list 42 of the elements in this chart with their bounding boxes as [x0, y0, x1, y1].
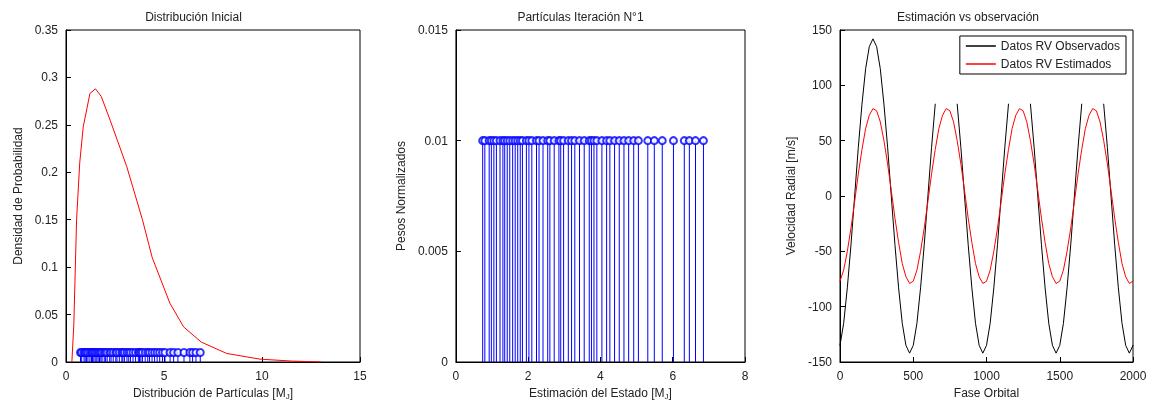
y-axis-title: Densidad de Probabilidad: [10, 127, 25, 265]
legend-label: Datos RV Estimados: [1000, 57, 1112, 71]
x-tick-label: 10: [255, 369, 269, 383]
y-tick-label: 0.005: [417, 244, 449, 259]
x-tick-label: 2: [524, 369, 532, 383]
y-tick-label: 0.35: [34, 23, 59, 37]
x-tick-label: 500: [903, 369, 924, 383]
y-tick-label: -100: [807, 299, 833, 314]
x-tick-label: 1000: [973, 369, 1001, 383]
y-axis-title: Velocidad Radial [m/s]: [784, 136, 799, 256]
chart-title: Partículas Iteración N°1: [517, 10, 644, 24]
y-tick-label: 0.3: [41, 70, 59, 85]
x-tick-label: 5: [160, 369, 168, 383]
y-tick-label: 0: [825, 189, 833, 203]
x-tick-label: 0: [836, 369, 844, 383]
legend-label: Datos RV Observados: [1000, 39, 1120, 53]
x-tick-label: 2000: [1119, 369, 1147, 383]
y-tick-label: 0.01: [424, 133, 449, 148]
x-tick-label: 8: [741, 369, 749, 383]
y-tick-label: 150: [811, 23, 833, 37]
y-tick-label: 0.25: [34, 117, 59, 132]
x-tick-label: 15: [353, 369, 367, 383]
chart-title: Distribución Inicial: [145, 10, 242, 24]
y-tick-label: 0: [51, 355, 59, 369]
x-tick-label: 6: [669, 369, 677, 383]
y-tick-label: 0.05: [34, 307, 59, 322]
x-tick-label: 1500: [1046, 369, 1074, 383]
y-tick-label: 100: [811, 78, 833, 93]
chart-title: Estimación vs observación: [896, 10, 1040, 24]
x-tick-label: 4: [597, 369, 605, 383]
y-tick-label: 50: [818, 133, 833, 148]
y-tick-label: 0.1: [41, 260, 59, 275]
y-tick-label: -50: [814, 244, 833, 259]
y-tick-label: 0.015: [417, 23, 449, 37]
y-tick-label: 0: [441, 355, 449, 369]
y-tick-label: 0.15: [34, 212, 59, 227]
x-tick-label: 0: [452, 369, 460, 383]
x-tick-label: 0: [62, 369, 70, 383]
y-tick-label: 0.2: [41, 165, 59, 180]
x-axis-title: Fase Orbital: [953, 385, 1020, 400]
y-axis-title: Pesos Normalizados: [394, 140, 408, 252]
y-tick-label: -150: [807, 355, 833, 369]
